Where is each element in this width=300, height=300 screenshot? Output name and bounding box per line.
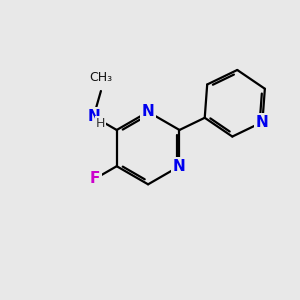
Text: H: H xyxy=(96,117,105,130)
Text: F: F xyxy=(90,171,101,186)
Text: CH₃: CH₃ xyxy=(89,71,112,84)
Text: N: N xyxy=(142,104,154,119)
Text: N: N xyxy=(256,115,269,130)
Text: N: N xyxy=(173,159,186,174)
Text: N: N xyxy=(87,109,100,124)
